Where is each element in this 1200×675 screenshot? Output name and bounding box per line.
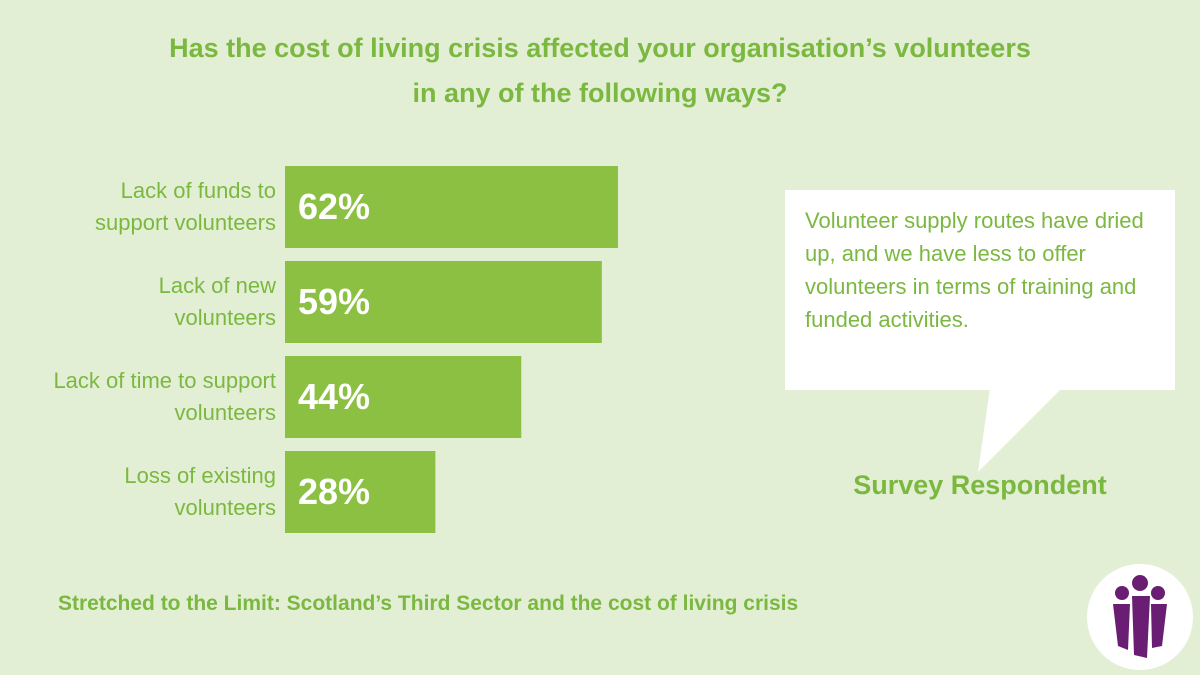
value-label-text: 59%: [298, 281, 371, 322]
category-label: Lack of time to support volunteers: [40, 356, 276, 438]
bar: [285, 261, 602, 343]
value-label: 62%: [298, 166, 370, 248]
value-label: 28%: [298, 451, 370, 533]
category-label-text: Lack of new volunteers: [158, 273, 276, 330]
quote-text: Volunteer supply routes have dried up, a…: [785, 190, 1175, 390]
category-label: Lack of funds to support volunteers: [40, 166, 276, 248]
category-label-text: Loss of existing volunteers: [124, 463, 276, 520]
value-label: 59%: [298, 261, 370, 343]
category-label-text: Lack of time to support volunteers: [53, 368, 276, 425]
category-label: Loss of existing volunteers: [40, 451, 276, 533]
title-line: in any of the following ways?: [412, 78, 788, 108]
bar: [285, 356, 522, 438]
bar: [285, 451, 436, 533]
footer: Stretched to the Limit: Scotland’s Third…: [58, 592, 799, 615]
title-line: Has the cost of living crisis affected y…: [169, 33, 1031, 63]
logo: [1087, 564, 1193, 670]
category-label-text: Lack of funds to support volunteers: [95, 178, 276, 235]
value-label-text: 28%: [298, 471, 371, 512]
speech-tail: [978, 388, 1062, 472]
value-label-text: 44%: [298, 376, 371, 417]
value-label: 44%: [298, 356, 370, 438]
value-label-text: 62%: [298, 186, 371, 227]
quote-attribution: Survey Respondent: [853, 470, 1107, 500]
bar: [285, 166, 618, 248]
category-label: Lack of new volunteers: [40, 261, 276, 343]
